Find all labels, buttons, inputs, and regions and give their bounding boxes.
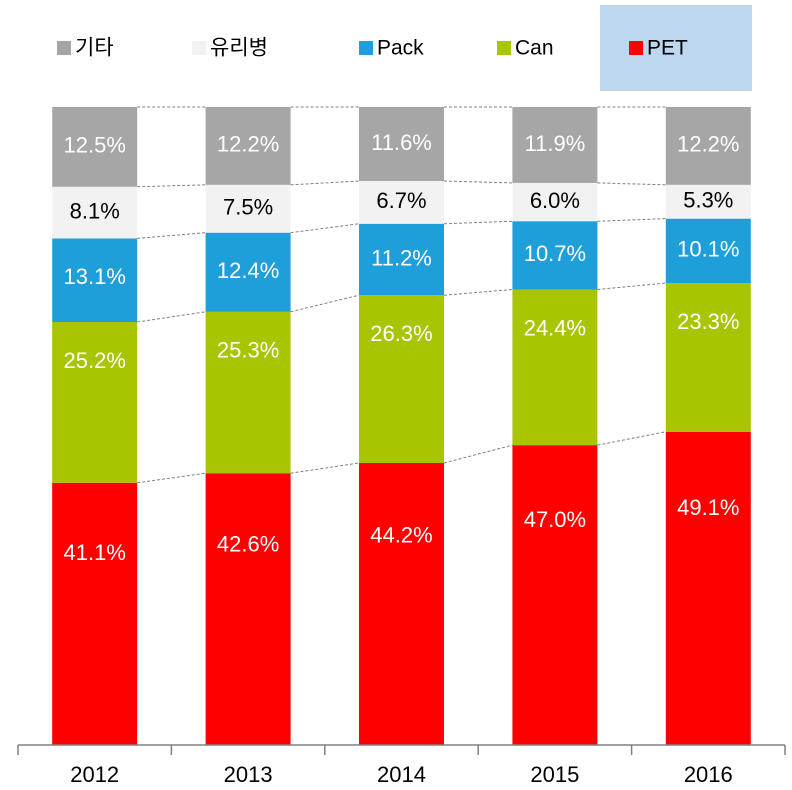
connector-line [137,472,206,484]
legend-marker [629,41,643,55]
bar-segment [205,107,291,185]
connector-line [443,288,513,296]
value-label: 12.5% [64,133,126,158]
legend-label: 유리병 [210,37,268,60]
value-label: 12.4% [217,258,279,283]
value-label: 11.9% [525,131,586,156]
connector-line [597,218,666,222]
bar-segment [52,186,138,239]
bar-segment [512,221,598,290]
value-label: 12.2% [677,132,739,157]
value-label: 5.3% [683,188,733,213]
value-label: 10.7% [524,241,586,266]
connector-line [137,232,206,239]
connector-line [290,223,360,234]
value-label: 11.6% [371,130,432,155]
legend-marker [192,41,206,55]
value-label: 7.5% [223,195,273,220]
connector-line [443,220,513,225]
bar-segment [665,107,751,185]
value-label: 12.2% [217,132,279,157]
legend-label: Can [515,37,554,60]
x-tick-label: 2014 [377,762,426,787]
value-label: 44.2% [370,523,432,548]
x-tick-label: 2015 [530,762,579,787]
bar-segment [205,232,291,312]
value-label: 42.6% [217,532,279,557]
value-label: 6.7% [376,188,426,213]
bar-segment [52,107,138,187]
value-label: 10.1% [677,237,739,262]
value-label: 47.0% [524,507,586,532]
bar-segment [359,295,444,464]
bar-segment [359,223,444,296]
legend-marker [359,41,373,55]
legend-marker [497,41,511,55]
value-label: 25.3% [217,338,279,363]
value-label: 41.1% [64,540,126,565]
legend-label: 기타 [75,37,114,60]
bar-segment [665,283,751,432]
bar-segment [205,311,291,474]
x-tick-label: 2016 [684,762,733,787]
bar-segment [359,107,444,182]
connector-line [597,282,666,290]
connector-line [443,444,513,464]
bar-segment [512,107,598,183]
legend-highlight [600,5,752,91]
bar-segment [512,445,598,745]
bar-segment [665,184,751,219]
bar-segment [52,482,138,745]
connector-line [597,182,666,186]
legend-marker [57,41,71,55]
value-label: 24.4% [524,315,586,340]
legend-label: PET [647,37,688,60]
bar-segment [665,431,751,745]
value-label: 49.1% [677,495,739,520]
bar-segment [359,181,444,224]
x-tick-label: 2012 [70,762,119,787]
bar-segment [359,463,444,745]
legend-label: Pack [377,37,424,60]
bar-segment [512,182,598,222]
bar-segment [205,184,291,233]
connector-line [137,184,206,188]
value-label: 26.3% [370,321,432,346]
value-label: 25.2% [64,348,126,373]
connector-line [290,180,360,186]
bar-segment [205,473,291,745]
bar-segment [665,218,751,284]
connector-line [137,311,206,323]
connector-line [290,462,360,474]
bar-segment [52,238,138,323]
value-label: 13.1% [64,264,126,289]
value-label: 6.0% [530,188,580,213]
bar-segment [52,322,138,483]
connector-line [597,431,666,446]
value-label: 23.3% [677,309,739,334]
value-label: 11.2% [371,245,432,270]
connector-line [443,180,513,184]
value-label: 8.1% [70,198,120,223]
bar-segment [512,289,598,446]
connector-line [290,294,360,313]
x-tick-label: 2013 [224,762,273,787]
